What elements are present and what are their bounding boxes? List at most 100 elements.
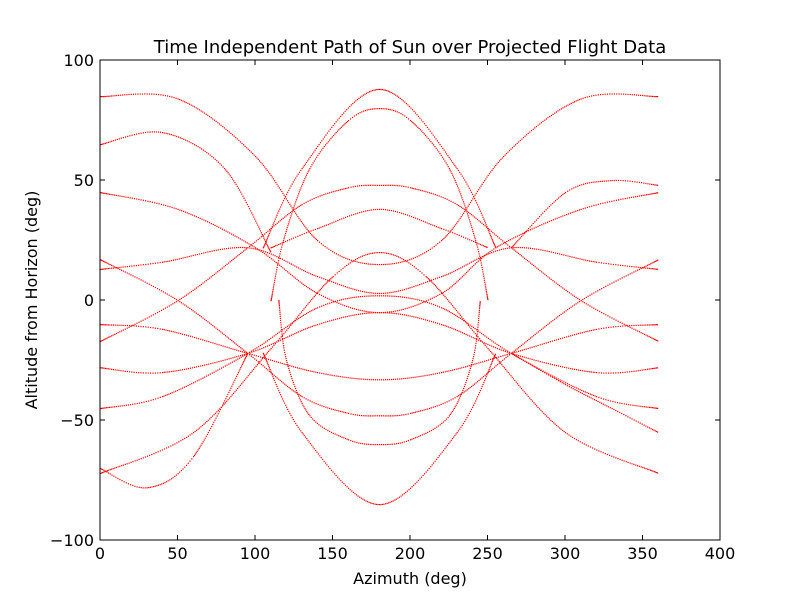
data-point bbox=[170, 295, 172, 297]
data-point bbox=[317, 154, 319, 156]
data-point bbox=[170, 260, 173, 262]
data-point bbox=[474, 238, 476, 240]
data-point bbox=[307, 200, 309, 202]
data-point bbox=[476, 202, 478, 204]
data-point bbox=[199, 217, 201, 219]
data-point bbox=[352, 413, 354, 415]
data-point bbox=[382, 311, 385, 314]
data-point bbox=[240, 350, 242, 352]
data-point bbox=[132, 93, 134, 95]
data-point bbox=[320, 287, 323, 289]
data-point bbox=[231, 385, 233, 387]
data-point bbox=[292, 181, 294, 183]
data-point bbox=[389, 501, 391, 503]
data-point bbox=[532, 365, 534, 367]
data-point bbox=[627, 274, 629, 276]
data-point bbox=[354, 185, 356, 187]
data-point bbox=[581, 392, 583, 394]
data-point bbox=[134, 485, 136, 487]
data-point bbox=[469, 410, 471, 413]
data-point bbox=[545, 342, 547, 344]
data-point bbox=[118, 138, 120, 140]
data-point bbox=[151, 93, 153, 95]
data-point bbox=[357, 495, 359, 497]
data-point bbox=[414, 256, 416, 259]
data-point bbox=[266, 169, 268, 171]
data-point bbox=[460, 393, 462, 395]
data-point bbox=[560, 286, 562, 288]
data-point bbox=[241, 142, 243, 144]
data-point bbox=[405, 288, 407, 290]
data-point bbox=[158, 310, 161, 313]
data-point bbox=[361, 295, 363, 298]
data-point bbox=[184, 101, 186, 103]
data-point bbox=[407, 440, 409, 442]
data-point bbox=[132, 403, 134, 405]
data-point bbox=[479, 301, 481, 303]
data-point bbox=[357, 378, 359, 380]
data-point bbox=[182, 387, 184, 389]
data-point bbox=[492, 341, 495, 343]
data-point bbox=[516, 351, 518, 353]
data-point bbox=[615, 372, 617, 374]
data-point bbox=[379, 208, 381, 210]
data-point bbox=[469, 221, 471, 223]
data-point bbox=[194, 381, 196, 383]
data-point bbox=[237, 255, 239, 257]
data-point bbox=[342, 285, 344, 287]
data-point bbox=[647, 193, 649, 196]
data-point bbox=[416, 304, 418, 306]
data-point bbox=[504, 154, 506, 156]
data-point bbox=[609, 93, 611, 95]
data-point bbox=[615, 457, 617, 459]
data-point bbox=[264, 244, 266, 246]
data-point bbox=[348, 297, 350, 299]
data-point bbox=[524, 231, 526, 234]
data-point bbox=[394, 210, 397, 213]
data-point bbox=[251, 354, 253, 356]
data-point bbox=[531, 224, 533, 226]
data-point bbox=[523, 232, 525, 235]
data-point bbox=[282, 342, 284, 344]
data-point bbox=[134, 276, 136, 278]
data-point bbox=[294, 391, 296, 393]
data-point bbox=[279, 208, 281, 210]
data-point bbox=[300, 169, 302, 171]
data-point bbox=[435, 138, 437, 140]
data-point bbox=[592, 261, 594, 263]
data-point bbox=[528, 362, 530, 365]
data-point bbox=[301, 402, 303, 404]
data-point bbox=[653, 192, 655, 195]
data-point bbox=[338, 117, 340, 119]
data-point bbox=[447, 288, 449, 290]
data-point bbox=[264, 243, 266, 245]
data-point bbox=[296, 175, 298, 177]
data-point bbox=[209, 154, 211, 156]
data-point bbox=[342, 267, 344, 269]
data-point bbox=[469, 324, 471, 326]
data-point bbox=[483, 381, 485, 384]
data-point bbox=[556, 379, 558, 381]
data-point bbox=[471, 385, 473, 388]
data-point bbox=[416, 411, 418, 413]
data-point bbox=[130, 461, 132, 463]
data-point bbox=[651, 268, 653, 270]
data-point bbox=[547, 276, 549, 278]
data-point bbox=[144, 93, 146, 95]
data-point bbox=[119, 479, 121, 481]
data-point bbox=[272, 290, 274, 292]
data-point bbox=[265, 232, 267, 234]
data-point bbox=[605, 285, 607, 287]
data-point bbox=[396, 378, 398, 380]
data-point bbox=[282, 267, 284, 269]
data-point bbox=[641, 423, 643, 425]
data-point bbox=[423, 282, 425, 284]
data-point bbox=[454, 233, 456, 235]
data-point bbox=[337, 254, 339, 256]
data-point bbox=[544, 326, 546, 328]
data-point bbox=[293, 210, 296, 213]
data-point bbox=[220, 164, 223, 166]
data-point bbox=[148, 400, 150, 402]
data-point bbox=[312, 229, 314, 231]
data-point bbox=[560, 338, 562, 340]
